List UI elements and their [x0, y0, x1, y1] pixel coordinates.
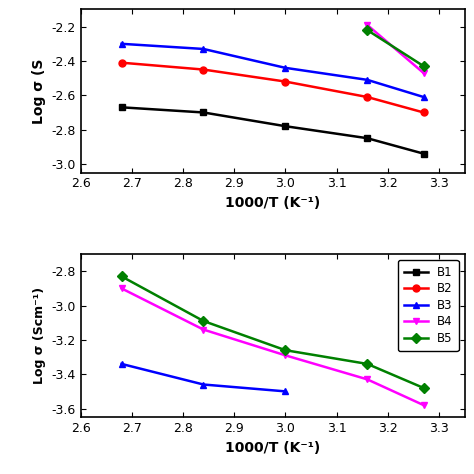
- Legend: B1, B2, B3, B4, B5: B1, B2, B3, B4, B5: [398, 260, 459, 351]
- X-axis label: 1000/T (K⁻¹): 1000/T (K⁻¹): [225, 440, 320, 455]
- Y-axis label: Log σ (Scm⁻¹): Log σ (Scm⁻¹): [33, 287, 46, 384]
- X-axis label: 1000/T (K⁻¹): 1000/T (K⁻¹): [225, 196, 320, 210]
- Y-axis label: Log σ (S: Log σ (S: [32, 58, 46, 124]
